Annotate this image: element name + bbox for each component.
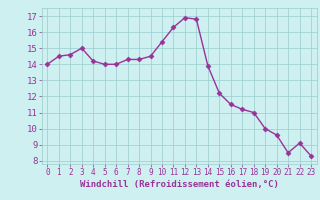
X-axis label: Windchill (Refroidissement éolien,°C): Windchill (Refroidissement éolien,°C): [80, 180, 279, 189]
